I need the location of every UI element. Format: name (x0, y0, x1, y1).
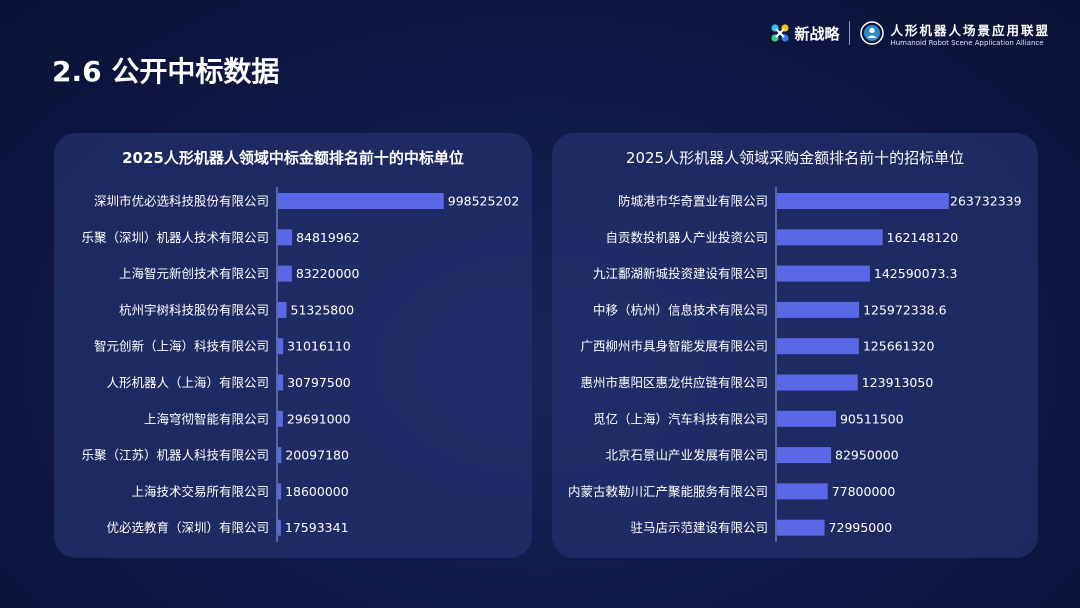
bar (777, 410, 836, 427)
bar (278, 447, 282, 464)
purchaser-ranking-panel: 2025人形机器人领域采购金额排名前十的招标单位 防城港市华奇置业有限公司 263… (552, 133, 1038, 558)
bar (278, 265, 292, 282)
category-label: 杭州宇树科技股份有限公司 (119, 302, 269, 317)
bar (777, 265, 870, 282)
value-label: 125972338.6 (863, 302, 947, 317)
bar (278, 338, 284, 355)
alliance-name-cn: 人形机器人场景应用联盟 (890, 22, 1050, 38)
category-label: 内蒙古敕勒川汇产聚能服务有限公司 (568, 484, 768, 499)
value-label: 17593341 (285, 520, 349, 535)
bar (777, 519, 825, 536)
bar (777, 193, 949, 209)
bar (278, 301, 287, 318)
xinzhanlue-logo-icon (771, 24, 790, 42)
header-logos: 新战略 人形机器人场景应用联盟 Humanoid Robot Scene App… (770, 18, 1050, 48)
value-label: 72995000 (829, 520, 893, 535)
bar (278, 229, 293, 246)
bar (278, 483, 282, 500)
bar (777, 338, 859, 355)
category-label: 北京石景山产业发展有限公司 (605, 448, 768, 463)
alliance-name-en: Humanoid Robot Scene Application Allianc… (890, 38, 1044, 47)
purchaser-chart-title: 2025人形机器人领域采购金额排名前十的招标单位 (625, 149, 965, 167)
category-label: 乐聚（江苏）机器人科技有限公司 (81, 448, 269, 463)
category-label: 上海技术交易所有限公司 (131, 484, 269, 499)
category-label: 人形机器人（上海）有限公司 (106, 375, 269, 390)
value-label: 77800000 (832, 484, 896, 499)
category-label: 九江鄱湖新城投资建设有限公司 (593, 266, 768, 281)
category-label: 优必选教育（深圳）有限公司 (106, 520, 269, 535)
category-label: 深圳市优必选科技股份有限公司 (94, 194, 269, 209)
alliance-emblem-icon (860, 21, 885, 45)
value-label: 84819962 (296, 230, 360, 245)
value-label: 51325800 (291, 302, 355, 317)
value-label: 162148120 (887, 230, 959, 245)
winner-chart-title: 2025人形机器人领域中标金额排名前十的中标单位 (122, 149, 464, 167)
category-label: 驻马店示范建设有限公司 (630, 520, 768, 535)
purchaser-bar-chart: 防城港市华奇置业有限公司 263732339 自贡数投机器人产业投资公司 162148… (568, 187, 1022, 542)
winner-bar-chart: 深圳市优必选科技股份有限公司 998525202 乐聚（深圳）机器人技术有限公司 84… (81, 187, 520, 542)
logo-divider (849, 21, 851, 45)
category-label: 中移（杭州）信息技术有限公司 (593, 302, 768, 317)
value-label: 998525202 (448, 194, 520, 209)
xinzhanlue-logo-text: 新战略 (794, 24, 840, 43)
bar (278, 410, 283, 427)
value-label: 263732339 (950, 194, 1022, 209)
value-label: 142590073.3 (874, 266, 958, 281)
alliance-logo: 人形机器人场景应用联盟 Humanoid Robot Scene Applica… (860, 20, 1050, 47)
category-label: 乐聚（深圳）机器人技术有限公司 (81, 230, 269, 245)
bar (777, 229, 883, 246)
value-label: 18600000 (285, 484, 349, 499)
category-label: 广西柳州市具身智能发展有限公司 (580, 339, 768, 354)
value-label: 125661320 (863, 339, 935, 354)
category-label: 智元创新（上海）科技有限公司 (94, 339, 269, 354)
value-label: 20097180 (285, 448, 349, 463)
value-label: 29691000 (287, 411, 351, 426)
page-title: 2.6 公开中标数据 (52, 55, 280, 88)
bar (777, 447, 832, 464)
bar (278, 519, 281, 536)
value-label: 82950000 (835, 448, 899, 463)
value-label: 123913050 (862, 375, 934, 390)
category-label: 上海智元新创技术有限公司 (119, 266, 269, 281)
bar (777, 301, 860, 318)
category-label: 防城港市华奇置业有限公司 (618, 194, 768, 209)
value-label: 83220000 (296, 266, 360, 281)
bar (777, 483, 828, 500)
value-label: 90511500 (840, 411, 904, 426)
category-label: 上海穹彻智能有限公司 (144, 411, 269, 426)
bar (777, 374, 858, 391)
xinzhanlue-logo: 新战略 (770, 23, 839, 44)
category-label: 惠州市惠阳区惠龙供应链有限公司 (580, 375, 768, 390)
value-label: 30797500 (287, 375, 351, 390)
category-label: 觅亿（上海）汽车科技有限公司 (593, 411, 768, 426)
bar (278, 193, 444, 209)
category-label: 自贡数投机器人产业投资公司 (605, 230, 768, 245)
value-label: 31016110 (287, 339, 351, 354)
bar (278, 374, 284, 391)
winner-ranking-panel: 2025人形机器人领域中标金额排名前十的中标单位 深圳市优必选科技股份有限公司 9… (54, 133, 532, 558)
